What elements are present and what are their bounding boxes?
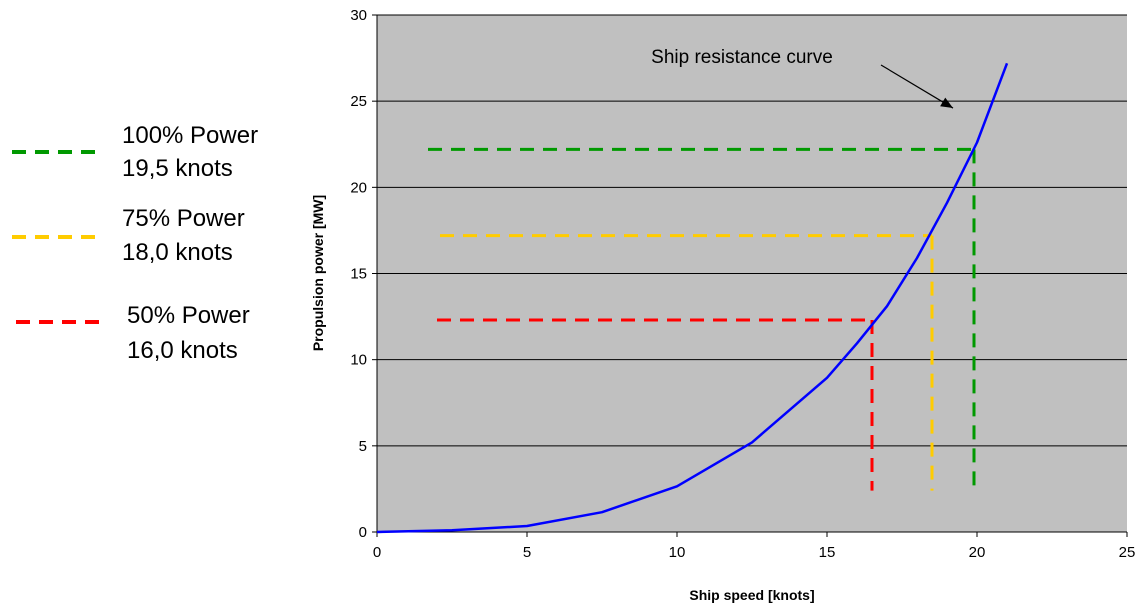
y-tick-label: 10: [350, 352, 367, 369]
plot-area: 0 5 10 15 20 25 30 0 5 10 15 20 25 Ship resistance cu…: [350, 7, 1135, 561]
legend-entry-75: 75% Power 18,0 knots: [12, 205, 245, 266]
legend-speed-label-50: 16,0 knots: [127, 337, 238, 364]
y-tick-label: 0: [359, 524, 367, 541]
curve-point: [857, 343, 858, 344]
x-tick-label: 0: [373, 544, 381, 561]
curve-point: [452, 530, 453, 531]
curve-point: [677, 486, 678, 487]
y-tick-label: 25: [350, 93, 367, 110]
legend-speed-label-100: 19,5 knots: [122, 155, 233, 182]
y-tick-label: 15: [350, 266, 367, 283]
x-tick-label: 10: [669, 544, 686, 561]
y-tick-label: 5: [359, 438, 367, 455]
legend-power-label-75: 75% Power: [122, 205, 245, 232]
x-tick-label: 5: [523, 544, 531, 561]
legend-entry-100: 100% Power 19,5 knots: [12, 122, 258, 182]
x-tick-label: 15: [819, 544, 836, 561]
legend: 100% Power 19,5 knots 75% Power 18,0 kno…: [12, 122, 258, 364]
curve-point: [527, 525, 528, 526]
annotation-arrow-line: [880, 64, 954, 109]
curve-point: [602, 512, 603, 513]
curve-point: [917, 257, 918, 258]
x-axis-title: Ship speed [knots]: [689, 587, 814, 603]
curve-point: [377, 532, 378, 533]
curve-point: [1007, 63, 1008, 64]
curve-point: [752, 442, 753, 443]
curve-point: [947, 202, 948, 203]
legend-power-label-100: 100% Power: [122, 122, 258, 149]
curve-point: [827, 377, 828, 378]
annotation-arrowhead: [940, 97, 953, 109]
legend-entry-50: 50% Power 16,0 knots: [16, 302, 250, 364]
resistance-curve-line: [376, 62, 1009, 534]
legend-power-label-50: 50% Power: [127, 302, 250, 329]
x-tick-label: 20: [969, 544, 986, 561]
legend-speed-label-75: 18,0 knots: [122, 239, 233, 266]
y-tick-label: 30: [350, 7, 367, 24]
y-axis-title: Propulsion power [MW]: [310, 195, 326, 351]
annotation-label: Ship resistance curve: [651, 47, 833, 68]
x-tick-label: 25: [1119, 544, 1136, 561]
curve-point: [977, 142, 978, 143]
curve-point: [887, 306, 888, 307]
y-tick-label: 20: [350, 179, 367, 196]
